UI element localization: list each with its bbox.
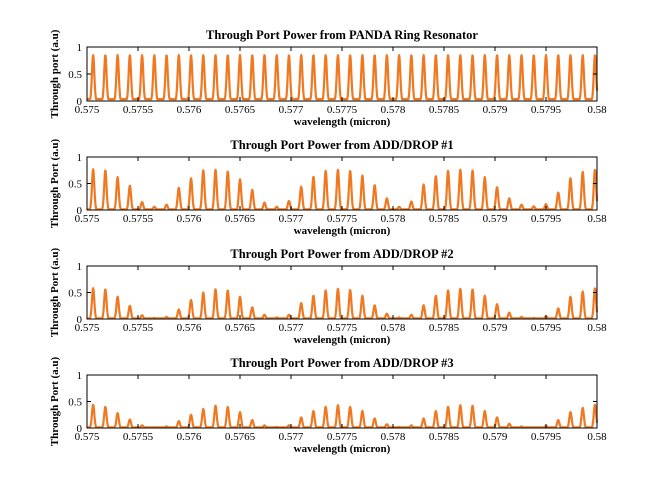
y-tick-label: 1 bbox=[77, 42, 83, 54]
y-axis-label: Through Port (a.u) bbox=[49, 357, 61, 447]
y-tick-label: 0 bbox=[77, 314, 83, 326]
x-tick-label: 0.58 bbox=[587, 104, 607, 116]
y-tick-label: 1 bbox=[77, 152, 83, 164]
y-tick-label: 0.5 bbox=[68, 69, 82, 81]
x-tick-label: 0.5795 bbox=[531, 322, 562, 334]
panel-title: Through Port Power from ADD/DROP #2 bbox=[230, 247, 453, 261]
y-tick-label: 0 bbox=[77, 205, 83, 217]
x-tick-label: 0.578 bbox=[381, 104, 406, 116]
chart-panel-4: Through Port Power from ADD/DROP #3 0.575… bbox=[49, 356, 607, 455]
y-tick-label: 0.5 bbox=[68, 397, 82, 409]
x-tick-label: 0.5785 bbox=[429, 104, 460, 116]
y-tick-label: 0 bbox=[77, 423, 83, 435]
x-tick-label: 0.5795 bbox=[531, 104, 562, 116]
x-tick-label: 0.577 bbox=[279, 431, 304, 443]
x-tick-label: 0.577 bbox=[279, 213, 304, 225]
x-tick-label: 0.5785 bbox=[429, 322, 460, 334]
panel-title: Through Port Power from PANDA Ring Reson… bbox=[206, 28, 478, 42]
y-axis-label: Through Port (a.u) bbox=[49, 139, 61, 229]
y-tick-label: 1 bbox=[77, 261, 83, 273]
x-tick-label: 0.576 bbox=[177, 431, 202, 443]
x-tick-label: 0.5755 bbox=[123, 322, 154, 334]
chart-panel-3: Through Port Power from ADD/DROP #2 0.575… bbox=[49, 247, 607, 346]
x-tick-label: 0.576 bbox=[177, 104, 202, 116]
x-tick-label: 0.576 bbox=[177, 213, 202, 225]
x-tick-label: 0.577 bbox=[279, 322, 304, 334]
x-tick-label: 0.575 bbox=[75, 322, 100, 334]
chart-panel-1: Through Port Power from PANDA Ring Reson… bbox=[49, 28, 607, 128]
x-tick-label: 0.58 bbox=[587, 322, 607, 334]
x-axis-label: wavelength (micron) bbox=[294, 225, 391, 237]
x-tick-label: 0.5775 bbox=[327, 213, 358, 225]
x-tick-label: 0.5765 bbox=[225, 104, 256, 116]
x-tick-label: 0.5755 bbox=[123, 431, 154, 443]
chart-panel-2: Through Port Power from ADD/DROP #1 0.575… bbox=[49, 138, 607, 237]
y-tick-label: 1 bbox=[77, 370, 83, 382]
x-tick-label: 0.58 bbox=[587, 213, 607, 225]
x-tick-label: 0.5775 bbox=[327, 104, 358, 116]
x-tick-label: 0.5755 bbox=[123, 104, 154, 116]
x-axis-label: wavelength (micron) bbox=[294, 116, 391, 128]
x-tick-label: 0.575 bbox=[75, 213, 100, 225]
x-tick-label: 0.578 bbox=[381, 431, 406, 443]
x-tick-label: 0.579 bbox=[483, 431, 508, 443]
x-tick-label: 0.578 bbox=[381, 213, 406, 225]
panels: Through Port Power from PANDA Ring Reson… bbox=[49, 28, 607, 455]
x-tick-label: 0.575 bbox=[75, 104, 100, 116]
panel-title: Through Port Power from ADD/DROP #1 bbox=[230, 138, 453, 152]
x-tick-label: 0.5795 bbox=[531, 431, 562, 443]
x-tick-label: 0.575 bbox=[75, 431, 100, 443]
x-tick-label: 0.5775 bbox=[327, 431, 358, 443]
x-tick-label: 0.577 bbox=[279, 104, 304, 116]
x-tick-label: 0.5765 bbox=[225, 213, 256, 225]
y-axis-label: Through Port (a.u) bbox=[49, 248, 61, 338]
x-tick-label: 0.5795 bbox=[531, 213, 562, 225]
x-axis-label: wavelength (micron) bbox=[294, 443, 391, 455]
x-tick-label: 0.576 bbox=[177, 322, 202, 334]
x-tick-label: 0.5755 bbox=[123, 213, 154, 225]
x-tick-label: 0.5785 bbox=[429, 213, 460, 225]
x-axis-label: wavelength (micron) bbox=[294, 334, 391, 346]
y-tick-label: 0 bbox=[77, 96, 83, 108]
y-tick-label: 0.5 bbox=[68, 179, 82, 191]
x-tick-label: 0.58 bbox=[587, 431, 607, 443]
x-tick-label: 0.5765 bbox=[225, 322, 256, 334]
x-tick-label: 0.5785 bbox=[429, 431, 460, 443]
y-tick-label: 0.5 bbox=[68, 288, 82, 300]
x-tick-label: 0.578 bbox=[381, 322, 406, 334]
x-tick-label: 0.579 bbox=[483, 104, 508, 116]
y-axis-label: Through port (a.u) bbox=[49, 29, 61, 118]
x-tick-label: 0.5765 bbox=[225, 431, 256, 443]
x-tick-label: 0.5775 bbox=[327, 322, 358, 334]
x-tick-label: 0.579 bbox=[483, 322, 508, 334]
panel-title: Through Port Power from ADD/DROP #3 bbox=[230, 356, 453, 370]
x-tick-label: 0.579 bbox=[483, 213, 508, 225]
